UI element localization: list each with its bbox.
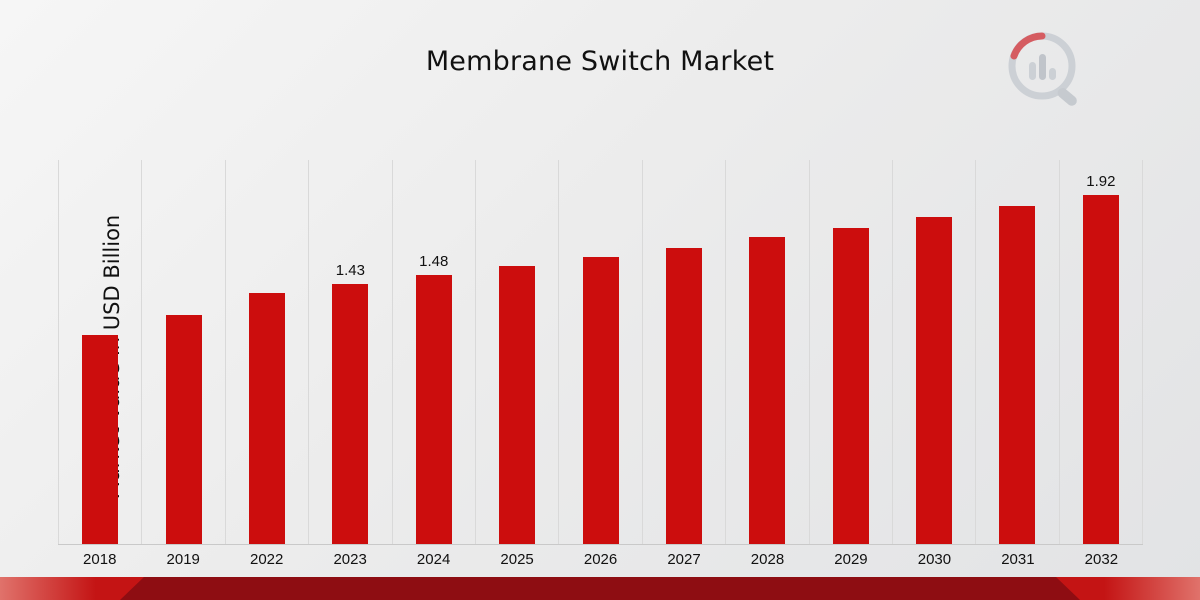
x-tick-label: 2029 [834, 551, 868, 568]
chart-title: Membrane Switch Market [425, 46, 775, 77]
x-tick-label: 2027 [667, 551, 701, 568]
bar [832, 228, 869, 544]
bar-column [641, 160, 725, 544]
brand-logo-icon [1008, 32, 1077, 106]
bar-column [808, 160, 892, 544]
bar-value-label: 1.48 [419, 253, 449, 270]
footer-red-band [0, 577, 1200, 600]
bar-column [975, 160, 1058, 544]
x-tick-label: 2028 [750, 551, 785, 568]
bar-chart-plot-area: 1.43 1.48 1.92 [58, 160, 1144, 545]
bar-column [558, 160, 641, 544]
bar [582, 257, 619, 544]
bar-value-label: 1.92 [1086, 173, 1116, 190]
bar: 1.43 [332, 262, 369, 544]
x-tick-label: 2022 [249, 551, 284, 568]
bar [665, 248, 702, 544]
x-tick-label: 2030 [917, 551, 952, 568]
x-tick-label: 2023 [333, 551, 367, 568]
x-axis-tick-labels: 2018 2019 2022 2023 2024 2025 2026 2027 2028 2029… [58, 551, 1143, 568]
bar-column [224, 160, 308, 544]
bar-column [725, 160, 808, 544]
bar [916, 217, 953, 544]
bar-column [891, 160, 975, 544]
x-tick-label: 2031 [1001, 551, 1035, 568]
bar [248, 293, 285, 544]
x-tick-label: 2032 [1084, 551, 1119, 568]
bar-column [58, 160, 141, 544]
bar [999, 206, 1036, 544]
bar: 1.92 [1082, 173, 1119, 544]
bar-column [474, 160, 558, 544]
bar [749, 237, 786, 544]
x-tick-label: 2026 [583, 551, 618, 568]
x-tick-label: 2024 [416, 551, 451, 568]
bar-column [141, 160, 224, 544]
bar-column: 1.43 [308, 160, 391, 544]
bar [165, 315, 202, 544]
x-tick-label: 2018 [83, 551, 117, 568]
x-tick-label: 2025 [500, 551, 534, 568]
bar [499, 266, 536, 544]
bar-column: 1.92 [1058, 160, 1144, 544]
bar-value-label: 1.43 [335, 262, 365, 279]
x-tick-label: 2019 [166, 551, 200, 568]
bar: 1.48 [415, 253, 452, 544]
bar-column: 1.48 [391, 160, 475, 544]
bar [82, 335, 119, 544]
